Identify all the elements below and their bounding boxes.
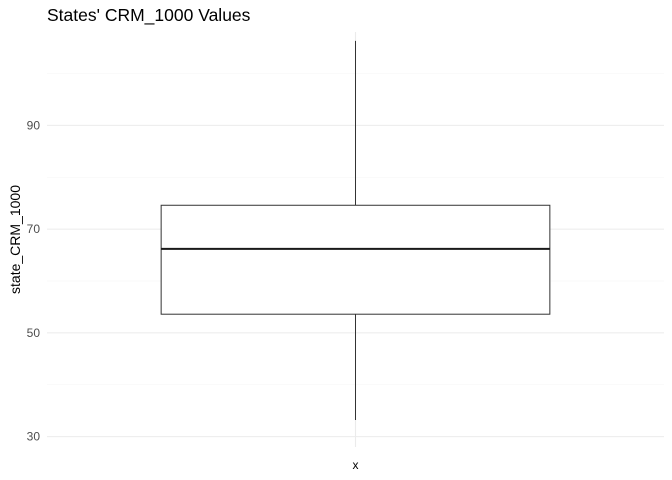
y-tick-label: 30 xyxy=(27,430,41,444)
box-iqr xyxy=(160,204,551,315)
chart-title: States' CRM_1000 Values xyxy=(47,5,251,25)
x-tick-label: x xyxy=(353,458,359,472)
box-layer xyxy=(160,40,551,421)
y-axis-title: state_CRM_1000 xyxy=(7,185,23,294)
y-tick-label: 90 xyxy=(27,118,41,132)
axis-layer: 30 50 70 90 x state_CRM_1000 xyxy=(7,118,359,472)
y-tick-label: 70 xyxy=(27,222,41,236)
y-tick-label: 50 xyxy=(27,326,41,340)
